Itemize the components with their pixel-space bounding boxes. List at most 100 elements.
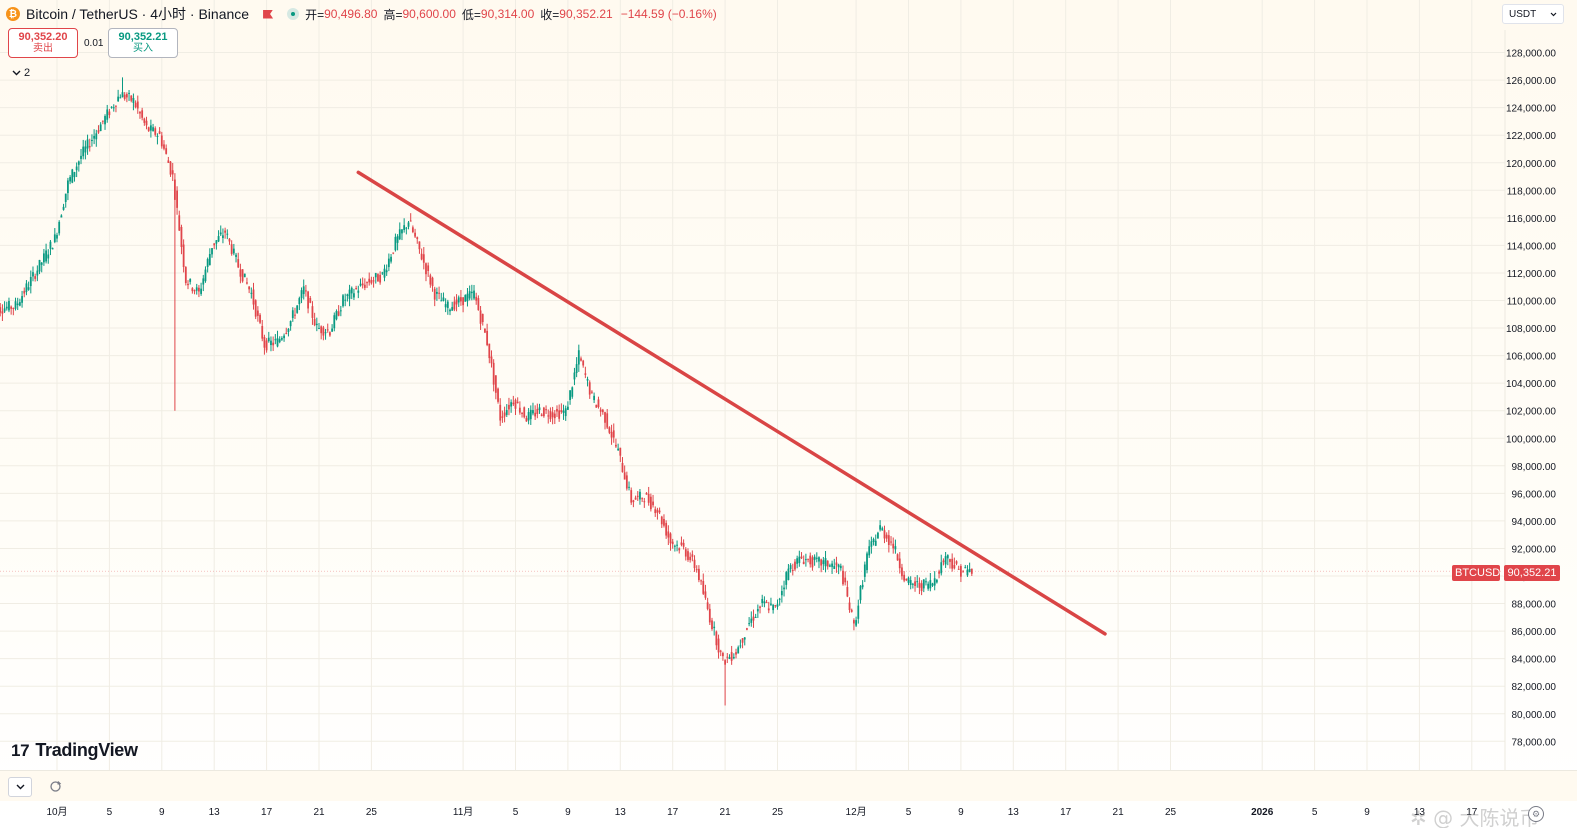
candle-body: [671, 541, 674, 545]
candle-body: [405, 227, 408, 229]
candle-body: [687, 551, 689, 560]
replay-button[interactable]: [44, 777, 66, 795]
candle-body: [438, 292, 440, 294]
candle-body: [32, 272, 34, 277]
candle-body: [726, 656, 729, 658]
candle-body: [403, 225, 406, 230]
candle-body: [71, 169, 74, 183]
candle-body: [883, 530, 886, 539]
candle-body: [468, 291, 471, 299]
price-axis[interactable]: 78,000.00 80,000.00 82,000.00 84,000.00 86,0…: [1506, 49, 1556, 749]
market-status-icon[interactable]: [287, 8, 300, 20]
drawing-layer[interactable]: [356, 170, 1107, 636]
candle-body: [132, 97, 135, 103]
candle-body: [752, 616, 755, 621]
candle-body: [259, 314, 261, 323]
tradingview-logo[interactable]: 17 TradingView: [11, 740, 138, 761]
candle-body: [562, 410, 565, 413]
candle-body: [813, 556, 816, 560]
candle-body: [532, 410, 534, 414]
candle-body: [918, 582, 921, 588]
indicators-toggle-button[interactable]: 2: [8, 64, 34, 82]
candle-body: [451, 307, 454, 311]
candle-body: [794, 561, 796, 570]
candle-body: [392, 252, 395, 254]
candle-body: [165, 148, 168, 154]
candle-body: [774, 605, 777, 607]
candle-body: [160, 135, 163, 147]
price-tick-label: 94,000.00: [1512, 517, 1557, 528]
candle-body: [191, 288, 194, 292]
candle-body: [494, 375, 497, 393]
candle-body: [442, 297, 445, 301]
candle-body: [789, 565, 792, 570]
candle-body: [647, 493, 650, 503]
candle-body: [355, 288, 358, 290]
candle-body: [141, 110, 144, 118]
candle-body: [407, 222, 410, 227]
buy-button[interactable]: 90,352.21 买入: [108, 28, 178, 58]
candle-body: [125, 94, 128, 98]
candle-body: [558, 410, 561, 419]
flag-icon[interactable]: [263, 9, 274, 19]
candle-body: [837, 564, 840, 568]
candle-body: [60, 215, 63, 218]
candle-body: [45, 250, 47, 262]
refresh-icon: [49, 780, 61, 792]
candle-body: [280, 338, 283, 340]
candle-body: [289, 321, 292, 327]
candle-body: [84, 146, 87, 153]
candle-body: [466, 293, 469, 302]
price-tick-label: 106,000.00: [1506, 352, 1556, 363]
currency-selector[interactable]: USDT: [1502, 4, 1564, 24]
buy-price: 90,352.21: [118, 31, 168, 43]
chart-settings-button[interactable]: ⚙: [1528, 806, 1544, 822]
time-axis[interactable]: 10月 5 9 13 17 21 25 11月 5 9 13 17 21 25 12月 5 9 13 17 21 25 2…: [46, 806, 1477, 818]
candle-body: [97, 130, 100, 133]
candle-body: [357, 290, 360, 293]
candle-body: [702, 580, 705, 594]
collapse-panel-button[interactable]: [8, 777, 32, 797]
candle-body: [128, 92, 130, 94]
price-tick-label: 104,000.00: [1506, 379, 1556, 390]
candle-body: [411, 227, 414, 233]
time-tick-label: 13: [1414, 807, 1426, 818]
candle-body: [820, 559, 823, 566]
candle-body: [136, 101, 139, 109]
candle-body: [610, 431, 613, 438]
candle-body: [680, 542, 683, 545]
symbol-title[interactable]: Bitcoin / TetherUS · 4小时 · Binance: [26, 6, 250, 22]
candle-body: [844, 577, 847, 583]
candle-body: [863, 564, 866, 577]
sell-button[interactable]: 90,352.20 卖出: [8, 28, 78, 58]
chevron-down-icon: [12, 70, 21, 76]
candle-body: [385, 270, 388, 273]
candle-body: [49, 241, 52, 249]
candle-body: [29, 276, 32, 287]
candle-body: [300, 290, 303, 299]
candle-body: [588, 382, 591, 395]
candle-body: [56, 234, 58, 239]
candle-body: [715, 631, 718, 646]
candle-body: [508, 404, 510, 410]
low-key: 低=: [461, 7, 481, 22]
candle-body: [416, 237, 419, 240]
bottom-toolbar: [0, 770, 1577, 801]
price-tick-label: 78,000.00: [1512, 737, 1557, 748]
time-tick-label: 12月: [846, 806, 867, 818]
candle-body: [195, 287, 198, 291]
candle-body: [163, 144, 165, 149]
candle-body: [946, 555, 949, 559]
candle-body: [730, 652, 733, 661]
candle-body: [846, 587, 849, 597]
candle-body: [285, 332, 288, 334]
candle-body: [765, 602, 768, 604]
candle-body: [521, 413, 523, 415]
candle-body: [180, 226, 183, 248]
candle-body: [556, 408, 558, 412]
candle-body: [10, 306, 13, 309]
candle-body: [525, 418, 528, 422]
candle-body: [549, 411, 552, 420]
